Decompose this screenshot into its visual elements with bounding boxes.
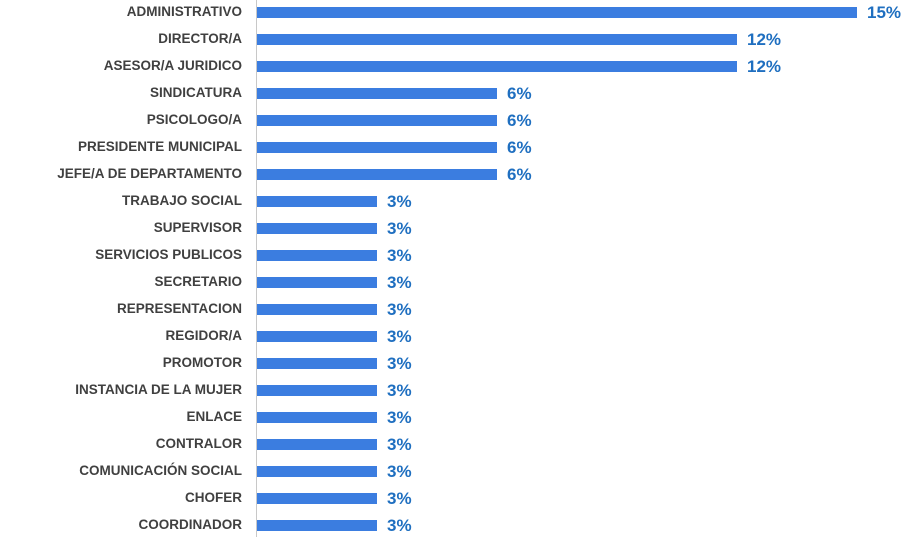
bar <box>257 385 377 396</box>
category-label: SECRETARIO <box>154 274 242 289</box>
bar <box>257 7 857 18</box>
category-label: COMUNICACIÓN SOCIAL <box>79 463 242 478</box>
value-label: 3% <box>387 273 412 292</box>
bar <box>257 88 497 99</box>
bar <box>257 142 497 153</box>
value-label: 3% <box>387 327 412 346</box>
category-label: REGIDOR/A <box>165 328 242 343</box>
value-label: 3% <box>387 489 412 508</box>
value-label: 3% <box>387 354 412 373</box>
value-label: 6% <box>507 165 532 184</box>
category-label: SUPERVISOR <box>154 220 243 235</box>
category-label: COORDINADOR <box>139 517 243 532</box>
value-label: 3% <box>387 381 412 400</box>
value-label: 3% <box>387 516 412 535</box>
value-label: 3% <box>387 408 412 427</box>
category-label: REPRESENTACION <box>117 301 242 316</box>
category-label: CHOFER <box>185 490 242 505</box>
bar <box>257 277 377 288</box>
category-label: PSICOLOGO/A <box>147 112 243 127</box>
bar <box>257 466 377 477</box>
value-label: 6% <box>507 111 532 130</box>
value-label: 3% <box>387 300 412 319</box>
bar <box>257 304 377 315</box>
bar <box>257 358 377 369</box>
category-label: ASESOR/A JURIDICO <box>104 58 242 73</box>
bar <box>257 412 377 423</box>
value-label: 3% <box>387 462 412 481</box>
value-label: 12% <box>747 57 781 76</box>
value-label: 15% <box>867 3 901 22</box>
bar <box>257 115 497 126</box>
bar <box>257 520 377 531</box>
value-label: 12% <box>747 30 781 49</box>
bar <box>257 169 497 180</box>
bar <box>257 34 737 45</box>
category-label: JEFE/A DE DEPARTAMENTO <box>57 166 242 181</box>
bar <box>257 61 737 72</box>
category-label: PRESIDENTE MUNICIPAL <box>78 139 242 154</box>
category-label: DIRECTOR/A <box>158 31 242 46</box>
value-label: 3% <box>387 435 412 454</box>
bar <box>257 196 377 207</box>
bar <box>257 439 377 450</box>
value-label: 3% <box>387 219 412 238</box>
bar <box>257 493 377 504</box>
value-label: 3% <box>387 192 412 211</box>
category-label: ENLACE <box>186 409 242 424</box>
bar <box>257 250 377 261</box>
value-label: 6% <box>507 84 532 103</box>
category-label: TRABAJO SOCIAL <box>122 193 242 208</box>
bar <box>257 223 377 234</box>
category-label: ADMINISTRATIVO <box>127 4 242 19</box>
value-label: 6% <box>507 138 532 157</box>
category-label: SINDICATURA <box>150 85 242 100</box>
category-label: CONTRALOR <box>156 436 242 451</box>
category-label: SERVICIOS PUBLICOS <box>95 247 242 262</box>
value-label: 3% <box>387 246 412 265</box>
bar <box>257 331 377 342</box>
category-label: INSTANCIA DE LA MUJER <box>75 382 242 397</box>
category-label: PROMOTOR <box>163 355 243 370</box>
